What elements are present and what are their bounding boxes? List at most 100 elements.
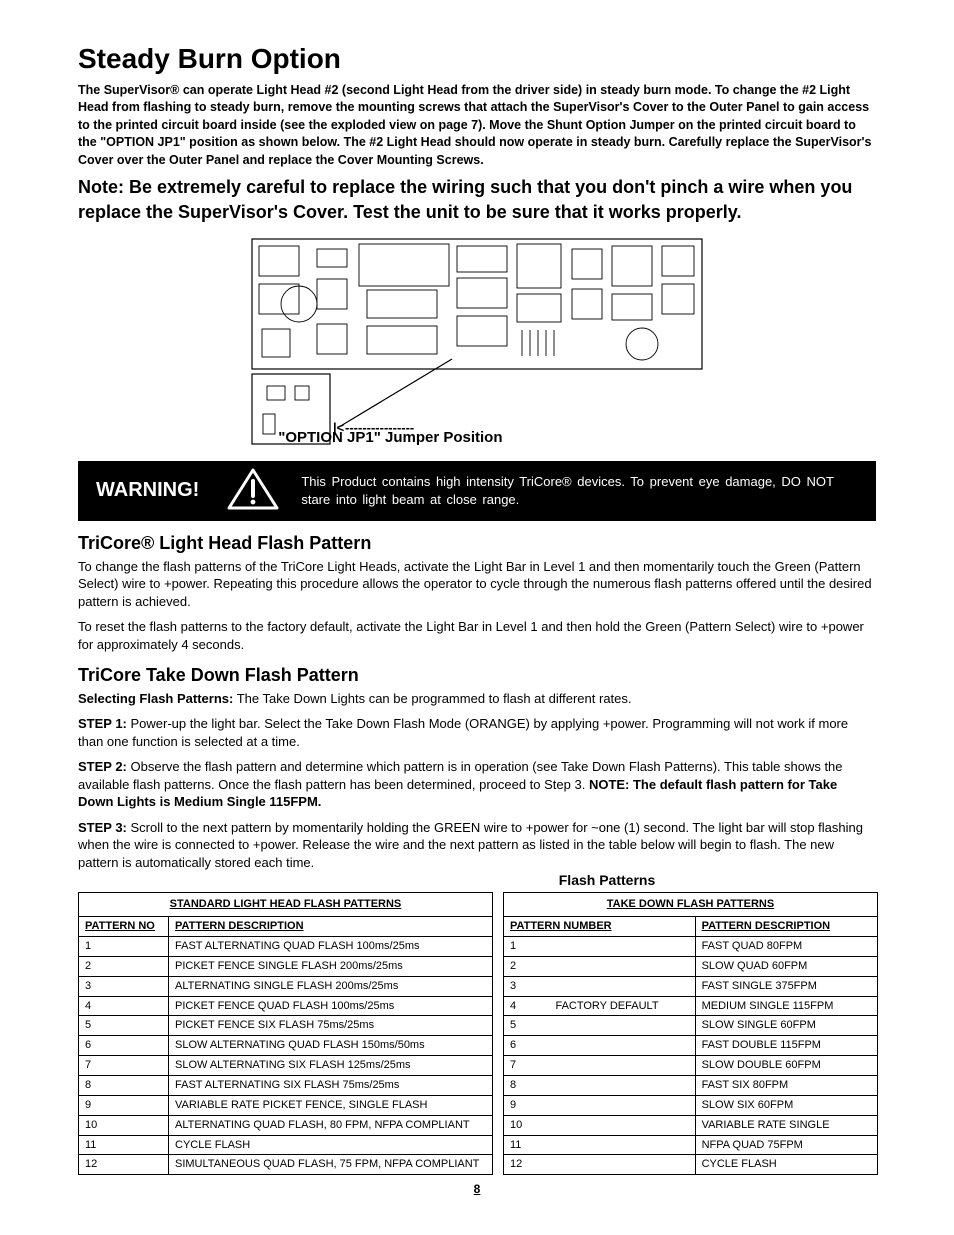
pattern-no: 10 (503, 1115, 549, 1135)
pcb-diagram: |< ---------------- |<----------------"O… (78, 234, 876, 449)
table-row: 5PICKET FENCE SIX FLASH 75ms/25ms (79, 1016, 493, 1036)
takedown-patterns-table: TAKE DOWN FLASH PATTERNS PATTERN NUMBER … (503, 892, 878, 1175)
pattern-desc: SLOW SINGLE 60FPM (695, 1016, 877, 1036)
pattern-no: 6 (79, 1036, 169, 1056)
warning-text: This Product contains high intensity Tri… (301, 473, 858, 509)
table-row: 4PICKET FENCE QUAD FLASH 100ms/25ms (79, 996, 493, 1016)
pattern-desc: SLOW ALTERNATING QUAD FLASH 150ms/50ms (169, 1036, 493, 1056)
warning-label: WARNING! (96, 477, 199, 504)
step1-text: Power-up the light bar. Select the Take … (78, 716, 848, 749)
pattern-desc: FAST ALTERNATING SIX FLASH 75ms/25ms (169, 1075, 493, 1095)
pattern-desc: NFPA QUAD 75FPM (695, 1135, 877, 1155)
flash-patterns-title: Flash Patterns (78, 871, 876, 890)
pattern-no: 12 (503, 1155, 549, 1175)
pattern-note (549, 1115, 695, 1135)
table-row: 6SLOW ALTERNATING QUAD FLASH 150ms/50ms (79, 1036, 493, 1056)
pattern-no: 11 (503, 1135, 549, 1155)
pattern-desc: VARIABLE RATE PICKET FENCE, SINGLE FLASH (169, 1095, 493, 1115)
pattern-desc: CYCLE FLASH (169, 1135, 493, 1155)
table-row: 2PICKET FENCE SINGLE FLASH 200ms/25ms (79, 956, 493, 976)
pattern-desc: PICKET FENCE SINGLE FLASH 200ms/25ms (169, 956, 493, 976)
pattern-desc: MEDIUM SINGLE 115FPM (695, 996, 877, 1016)
jumper-label: "OPTION JP1" Jumper Position (278, 429, 502, 446)
intro-paragraph: The SuperVisor® can operate Light Head #… (78, 82, 876, 170)
pattern-note (549, 1016, 695, 1036)
pattern-desc: SIMULTANEOUS QUAD FLASH, 75 FPM, NFPA CO… (169, 1155, 493, 1175)
pattern-desc: SLOW SIX 60FPM (695, 1095, 877, 1115)
pattern-no: 8 (79, 1075, 169, 1095)
takedown-patterns-table-wrap: TAKE DOWN FLASH PATTERNS PATTERN NUMBER … (503, 892, 878, 1175)
table-row: 5 SLOW SINGLE 60FPM (503, 1016, 877, 1036)
table-row: 9VARIABLE RATE PICKET FENCE, SINGLE FLAS… (79, 1095, 493, 1115)
table-row: 1FAST ALTERNATING QUAD FLASH 100ms/25ms (79, 937, 493, 957)
selecting-text: The Take Down Lights can be programmed t… (233, 691, 631, 706)
pattern-note (549, 976, 695, 996)
table-row: 10ALTERNATING QUAD FLASH, 80 FPM, NFPA C… (79, 1115, 493, 1135)
pattern-note (549, 1155, 695, 1175)
pattern-no: 8 (503, 1075, 549, 1095)
table-row: 3ALTERNATING SINGLE FLASH 200ms/25ms (79, 976, 493, 996)
page-number: 8 (78, 1181, 876, 1197)
tricore-lighthead-p2: To reset the flash patterns to the facto… (78, 618, 876, 653)
table-row: 7SLOW ALTERNATING SIX FLASH 125ms/25ms (79, 1056, 493, 1076)
right-h1: PATTERN NUMBER (503, 917, 695, 937)
step-2: STEP 2: Observe the flash pattern and de… (78, 758, 876, 811)
pattern-no: 5 (503, 1016, 549, 1036)
table-row: 2SLOW QUAD 60FPM (503, 956, 877, 976)
table-row: 10 VARIABLE RATE SINGLE (503, 1115, 877, 1135)
pattern-note (549, 956, 695, 976)
pattern-desc: ALTERNATING SINGLE FLASH 200ms/25ms (169, 976, 493, 996)
table-row: 7SLOW DOUBLE 60FPM (503, 1056, 877, 1076)
table-row: 1FAST QUAD 80FPM (503, 937, 877, 957)
pattern-desc: SLOW ALTERNATING SIX FLASH 125ms/25ms (169, 1056, 493, 1076)
table-row: 9 SLOW SIX 60FPM (503, 1095, 877, 1115)
note-paragraph: Note: Be extremely careful to replace th… (78, 175, 876, 224)
step-3: STEP 3: Scroll to the next pattern by mo… (78, 819, 876, 872)
pcb-svg: |< ---------------- (247, 234, 707, 454)
pattern-note (549, 937, 695, 957)
table-row: 4FACTORY DEFAULTMEDIUM SINGLE 115FPM (503, 996, 877, 1016)
pattern-no: 9 (503, 1095, 549, 1115)
pattern-desc: FAST SINGLE 375FPM (695, 976, 877, 996)
step-1: STEP 1: Power-up the light bar. Select t… (78, 715, 876, 750)
tricore-lighthead-p1: To change the flash patterns of the TriC… (78, 558, 876, 611)
standard-patterns-table-wrap: STANDARD LIGHT HEAD FLASH PATTERNS PATTE… (78, 892, 493, 1175)
pattern-desc: CYCLE FLASH (695, 1155, 877, 1175)
left-h2: PATTERN DESCRIPTION (169, 917, 493, 937)
page-title: Steady Burn Option (78, 40, 876, 78)
pattern-note (549, 1095, 695, 1115)
warning-bar: WARNING! This Product contains high inte… (78, 461, 876, 522)
pattern-no: 3 (79, 976, 169, 996)
right-group-header: TAKE DOWN FLASH PATTERNS (503, 893, 877, 917)
pattern-note (549, 1135, 695, 1155)
pattern-desc: VARIABLE RATE SINGLE (695, 1115, 877, 1135)
pattern-no: 2 (79, 956, 169, 976)
warning-triangle-icon (227, 467, 279, 516)
pattern-desc: PICKET FENCE QUAD FLASH 100ms/25ms (169, 996, 493, 1016)
table-row: 12 CYCLE FLASH (503, 1155, 877, 1175)
right-h2: PATTERN DESCRIPTION (695, 917, 877, 937)
pattern-desc: SLOW DOUBLE 60FPM (695, 1056, 877, 1076)
pattern-no: 11 (79, 1135, 169, 1155)
pattern-note (549, 1056, 695, 1076)
pattern-desc: FAST ALTERNATING QUAD FLASH 100ms/25ms (169, 937, 493, 957)
pattern-desc: FAST DOUBLE 115FPM (695, 1036, 877, 1056)
step2-label: STEP 2: (78, 759, 127, 774)
pattern-no: 2 (503, 956, 549, 976)
pattern-note (549, 1075, 695, 1095)
pattern-no: 7 (79, 1056, 169, 1076)
left-group-header: STANDARD LIGHT HEAD FLASH PATTERNS (79, 893, 493, 917)
standard-patterns-table: STANDARD LIGHT HEAD FLASH PATTERNS PATTE… (78, 892, 493, 1175)
table-row: 3FAST SINGLE 375FPM (503, 976, 877, 996)
pattern-no: 10 (79, 1115, 169, 1135)
pattern-no: 4 (79, 996, 169, 1016)
pattern-no: 12 (79, 1155, 169, 1175)
pattern-desc: ALTERNATING QUAD FLASH, 80 FPM, NFPA COM… (169, 1115, 493, 1135)
table-row: 11CYCLE FLASH (79, 1135, 493, 1155)
left-h1: PATTERN NO (79, 917, 169, 937)
selecting-patterns: Selecting Flash Patterns: The Take Down … (78, 690, 876, 708)
pattern-no: 5 (79, 1016, 169, 1036)
pattern-desc: FAST QUAD 80FPM (695, 937, 877, 957)
pattern-note: FACTORY DEFAULT (549, 996, 695, 1016)
table-row: 12SIMULTANEOUS QUAD FLASH, 75 FPM, NFPA … (79, 1155, 493, 1175)
